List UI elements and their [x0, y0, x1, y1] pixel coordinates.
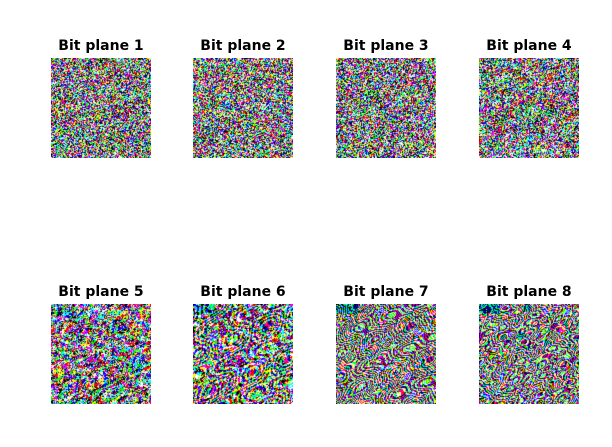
bit-plane-5-title: Bit plane 5	[58, 284, 144, 300]
bit-plane-1-image	[51, 58, 151, 158]
bit-plane-5-image	[51, 304, 151, 404]
bit-plane-2-title: Bit plane 2	[200, 38, 286, 54]
bit-plane-6-image	[193, 304, 293, 404]
bit-plane-7-title: Bit plane 7	[343, 284, 429, 300]
bit-plane-3-title: Bit plane 3	[343, 38, 429, 54]
bit-plane-8-image	[479, 304, 579, 404]
bit-plane-2-image	[193, 58, 293, 158]
bit-plane-8-title: Bit plane 8	[486, 284, 572, 300]
bit-plane-6-title: Bit plane 6	[200, 284, 286, 300]
bit-plane-1-title: Bit plane 1	[58, 38, 144, 54]
bit-plane-7-image	[336, 304, 436, 404]
bit-plane-4-title: Bit plane 4	[486, 38, 572, 54]
bit-plane-4-image	[479, 58, 579, 158]
bit-plane-3-image	[336, 58, 436, 158]
